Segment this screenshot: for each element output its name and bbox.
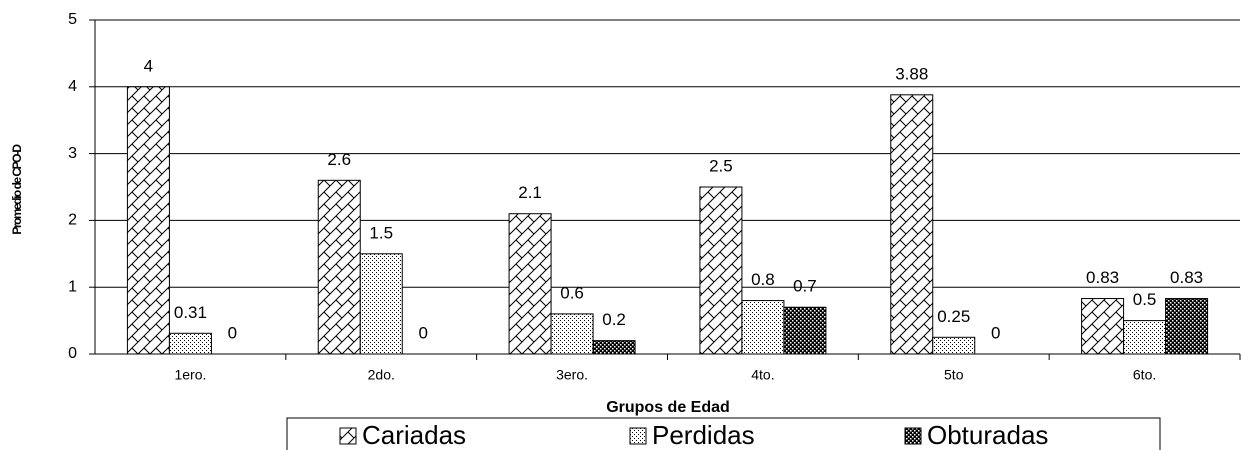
x-tick-label: 6to.	[1133, 367, 1156, 383]
bar	[126, 86, 170, 355]
bar	[168, 332, 212, 355]
value-label: 0.31	[174, 303, 207, 322]
bar	[1081, 298, 1125, 355]
value-label: 2.6	[327, 150, 351, 169]
x-tick-label: 5to	[944, 367, 964, 383]
value-label: 0.5	[1133, 290, 1157, 309]
y-tick-label: 4	[68, 78, 77, 95]
y-axis-label: Promedio de CPO-D	[10, 144, 24, 235]
bar	[1165, 298, 1209, 355]
bar	[1123, 320, 1167, 355]
x-tick-label: 2do.	[368, 367, 395, 383]
legend-box	[286, 417, 1161, 450]
value-label: 0.6	[560, 283, 584, 302]
bar	[932, 336, 976, 355]
bar	[783, 306, 827, 355]
y-tick-label: 5	[68, 11, 77, 28]
x-axis-label: Grupos de Edad	[606, 399, 730, 416]
value-label: 4	[144, 56, 153, 75]
legend-label: Cariadas	[362, 420, 466, 450]
bar	[317, 179, 361, 355]
value-label: 2.5	[709, 156, 733, 175]
value-label: 0.83	[1086, 268, 1119, 287]
value-label: 0.83	[1170, 268, 1203, 287]
y-tick-label: 1	[68, 278, 77, 295]
x-tick-label: 1ero.	[174, 367, 206, 383]
value-label: 2.1	[518, 183, 542, 202]
bar	[890, 94, 934, 355]
x-tick-label: 3ero.	[556, 367, 588, 383]
legend-swatch	[629, 427, 647, 445]
legend-swatch	[904, 427, 922, 445]
legend-swatch	[339, 427, 357, 445]
bar	[592, 340, 636, 355]
y-tick-label: 0	[68, 345, 77, 362]
y-tick-label: 3	[68, 145, 77, 162]
bar	[508, 213, 552, 355]
value-label: 0.25	[937, 307, 970, 326]
value-label: 0	[419, 323, 428, 342]
bar	[699, 186, 743, 355]
value-label: 0.2	[602, 310, 626, 329]
value-label: 0.7	[793, 277, 817, 296]
y-tick-label: 2	[68, 212, 77, 229]
bar	[359, 253, 403, 355]
value-label: 3.88	[895, 64, 928, 83]
bar	[550, 313, 594, 355]
value-label: 0.8	[751, 270, 775, 289]
legend-label: Obturadas	[927, 420, 1048, 450]
value-label: 1.5	[369, 223, 393, 242]
legend-label: Perdidas	[652, 420, 755, 450]
x-tick-label: 4to.	[751, 367, 774, 383]
value-label: 0	[228, 323, 237, 342]
value-label: 0	[991, 323, 1000, 342]
bar	[741, 300, 785, 355]
